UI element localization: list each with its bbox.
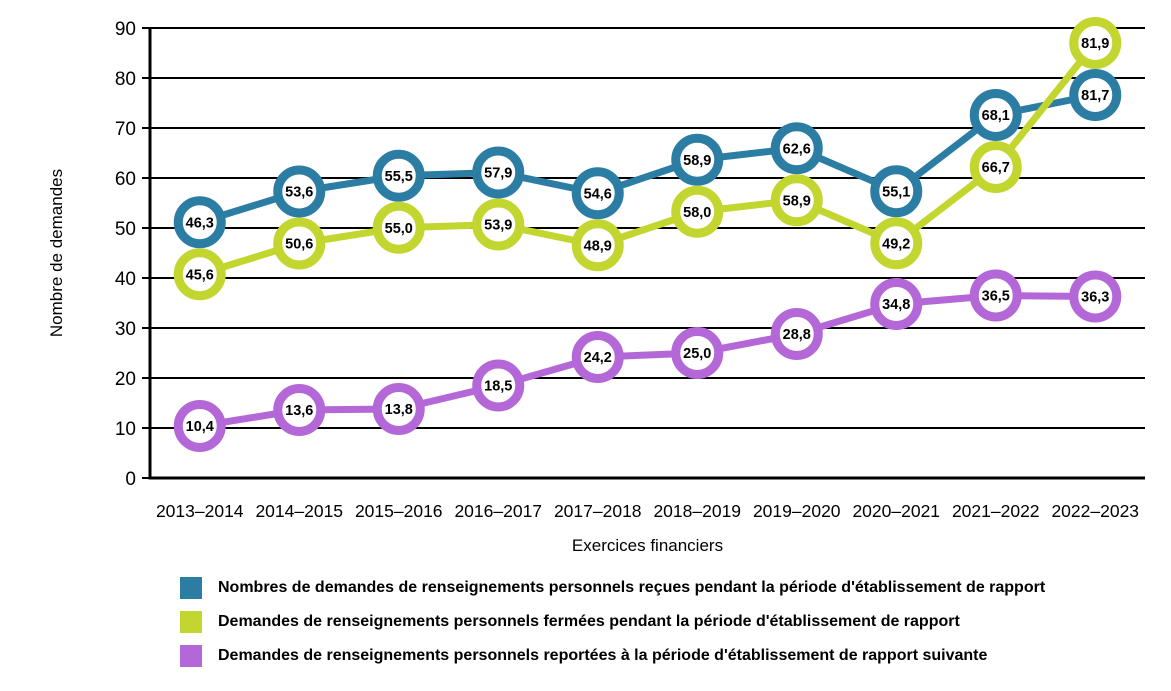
legend-item-carried-over: Demandes de renseignements personnels re… [180,645,1045,667]
svg-text:70: 70 [115,119,136,140]
svg-text:2018–2019: 2018–2019 [653,501,741,521]
legend-swatch-received-icon [180,577,202,599]
svg-text:46,3: 46,3 [186,215,214,231]
svg-text:58,9: 58,9 [783,193,811,209]
svg-text:48,9: 48,9 [584,238,612,254]
svg-text:80: 80 [115,69,136,90]
legend-label-closed: Demandes de renseignements personnels fe… [218,613,960,630]
svg-text:55,1: 55,1 [882,184,910,200]
svg-text:50: 50 [115,219,136,240]
svg-text:2021–2022: 2021–2022 [952,501,1040,521]
legend-swatch-carried-over-icon [180,645,202,667]
svg-text:54,6: 54,6 [584,186,612,202]
svg-text:2019–2020: 2019–2020 [753,501,841,521]
svg-text:68,1: 68,1 [982,108,1010,124]
svg-text:36,5: 36,5 [982,289,1010,305]
svg-text:2015–2016: 2015–2016 [355,501,443,521]
svg-text:34,8: 34,8 [882,297,910,313]
svg-text:28,8: 28,8 [783,327,811,343]
svg-text:30: 30 [115,319,136,340]
svg-text:55,5: 55,5 [385,169,413,185]
svg-text:58,0: 58,0 [683,205,711,221]
svg-text:25,0: 25,0 [683,346,711,362]
line-chart: 0 10 20 30 40 50 60 70 80 90 2013–2014 2014–2015 201… [115,17,1145,521]
svg-text:50,6: 50,6 [285,237,313,253]
svg-text:2017–2018: 2017–2018 [554,501,642,521]
svg-text:24,2: 24,2 [584,350,612,366]
svg-text:58,9: 58,9 [683,153,711,169]
legend-item-closed: Demandes de renseignements personnels fe… [180,611,1045,633]
svg-text:18,5: 18,5 [484,379,512,395]
svg-text:2020–2021: 2020–2021 [852,501,940,521]
svg-text:10: 10 [115,419,136,440]
svg-text:36,3: 36,3 [1081,290,1109,306]
svg-text:53,9: 53,9 [484,218,512,234]
svg-text:90: 90 [115,19,136,40]
svg-text:0: 0 [125,469,136,490]
svg-text:20: 20 [115,369,136,390]
svg-text:2022–2023: 2022–2023 [1051,501,1139,521]
svg-text:2014–2015: 2014–2015 [255,501,343,521]
svg-text:2016–2017: 2016–2017 [454,501,542,521]
svg-text:45,6: 45,6 [186,267,214,283]
svg-text:49,2: 49,2 [882,236,910,252]
x-axis-title: Exercices financiers [571,536,724,555]
legend-label-received: Nombres de demandes de renseignements pe… [218,579,1046,596]
svg-text:2013–2014: 2013–2014 [156,501,244,521]
svg-text:13,8: 13,8 [385,402,413,418]
legend-label-carried-over: Demandes de renseignements personnels re… [218,647,988,664]
svg-text:81,7: 81,7 [1081,88,1109,104]
svg-text:55,0: 55,0 [385,221,413,237]
legend-item-received: Nombres de demandes de renseignements pe… [180,577,1045,599]
svg-text:40: 40 [115,269,136,290]
svg-text:10,4: 10,4 [186,419,214,435]
y-axis-title: Nombre de demandes [47,168,66,338]
legend-swatch-closed-icon [180,611,202,633]
chart-legend: Nombres de demandes de renseignements pe… [180,577,1045,667]
svg-text:60: 60 [115,169,136,190]
svg-text:62,6: 62,6 [783,141,811,157]
svg-text:53,6: 53,6 [285,185,313,201]
svg-text:13,6: 13,6 [285,403,313,419]
svg-text:81,9: 81,9 [1081,36,1109,52]
svg-text:66,7: 66,7 [982,160,1010,176]
svg-text:57,9: 57,9 [484,166,512,182]
